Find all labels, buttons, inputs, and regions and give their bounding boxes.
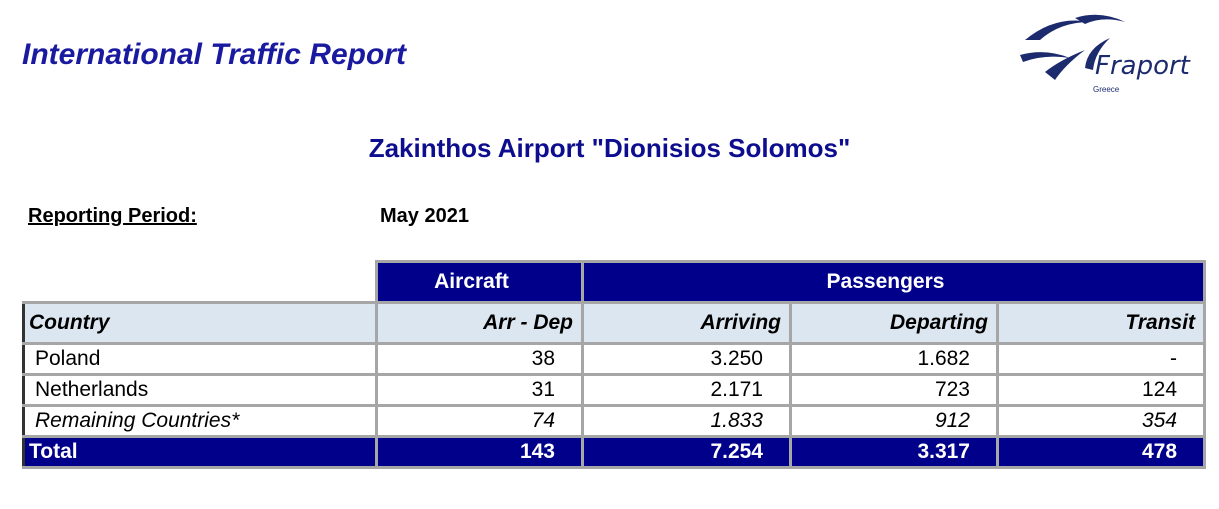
total-row: Total 143 7.254 3.317 478 — [22, 435, 1207, 469]
data-row: Remaining Countries* 74 1.833 912 354 — [22, 404, 1207, 438]
group-row: Aircraft Passengers — [23, 260, 1207, 304]
total-cell: Total — [22, 435, 378, 469]
data-row: Poland 38 3.250 1.682- — [22, 342, 1207, 376]
cell: 1.833 — [581, 404, 792, 438]
logo-subtitle: Greece — [1093, 85, 1120, 94]
cell: 723 — [789, 373, 999, 407]
group-header: Aircraft — [375, 260, 584, 304]
cell: Netherlands — [22, 373, 378, 407]
total-cell: 7.254 — [581, 435, 792, 469]
header-row: Country Arr - Dep Arriving Departing Transit — [22, 301, 1207, 345]
group-header: Passengers — [580, 260, 1207, 304]
logo-name: Fraport — [1095, 51, 1191, 81]
column-header: Transit — [995, 301, 1207, 345]
cell: - — [995, 342, 1207, 376]
cell: Remaining Countries* — [22, 404, 378, 438]
total-cell: 478 — [995, 435, 1207, 469]
period-value: May 2021 — [380, 205, 469, 227]
column-header: Country — [22, 301, 378, 345]
traffic-table: Aircraft Passengers Country Arr - Dep Arrivi… — [22, 260, 1207, 469]
cell: 31 — [375, 373, 584, 407]
cell: 124 — [995, 373, 1207, 407]
cell: 74 — [375, 404, 584, 438]
column-header: Departing — [789, 301, 999, 345]
cell: 912 — [789, 404, 999, 438]
report-title: International Traffic Report — [22, 38, 406, 71]
cell: Poland — [22, 342, 378, 376]
column-header: Arriving — [581, 301, 792, 345]
total-cell: 143 — [375, 435, 584, 469]
period-label: Reporting Period: — [28, 205, 197, 227]
cell: 38 — [375, 342, 584, 376]
logo: Fraport Greece — [1020, 14, 1191, 94]
total-cell: 3.317 — [789, 435, 999, 469]
cell: 2.171 — [581, 373, 792, 407]
blank-cell — [23, 261, 377, 304]
cell: 354 — [995, 404, 1207, 438]
data-row: Netherlands 31 2.171 723 124 — [22, 373, 1207, 407]
airport-name: Zakinthos Airport "Dionisios Solomos" — [368, 133, 851, 163]
column-header: Arr - Dep — [375, 301, 584, 345]
cell: 3.250 — [581, 342, 792, 376]
cell: 1.682 — [789, 342, 999, 376]
